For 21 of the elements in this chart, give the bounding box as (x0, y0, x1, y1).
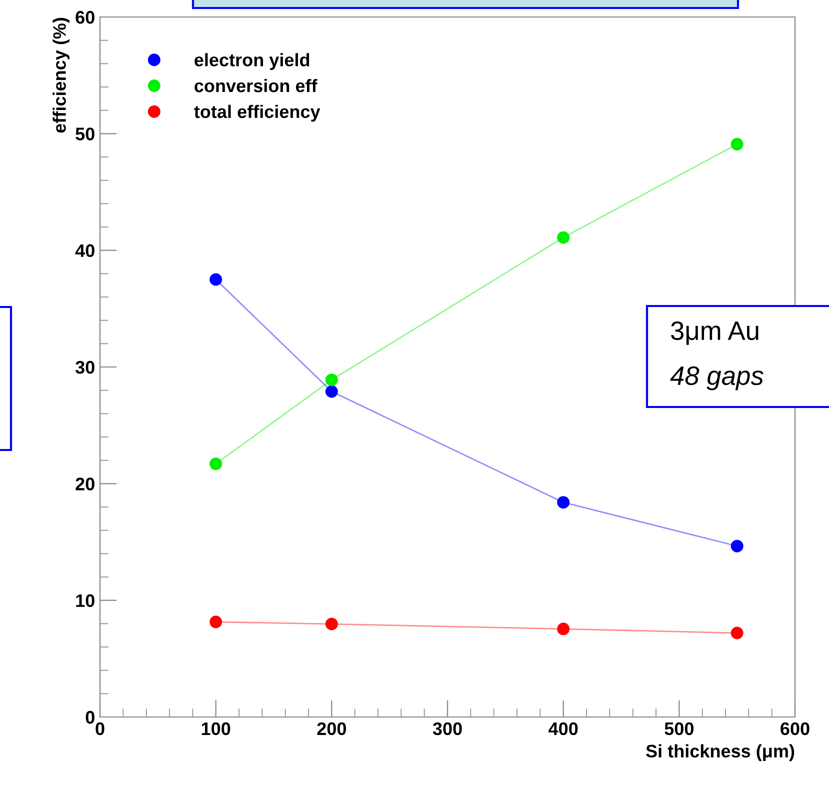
x-tick-label: 600 (780, 722, 810, 736)
x-axis-title: Si thickness (μm) (646, 744, 794, 762)
x-tick-label: 200 (317, 722, 346, 736)
x-tick-label: 300 (432, 722, 462, 736)
legend-label: total efficiency (194, 104, 320, 122)
annotation: 3μm Au (671, 321, 758, 345)
y-tick-label: 50 (76, 128, 94, 140)
y-tick-label: 0 (86, 710, 94, 724)
annotation: 48 gaps (670, 366, 764, 390)
y-tick-label: 10 (76, 594, 94, 608)
y-tick-label: 30 (75, 360, 94, 374)
x-tick-label: 0 (96, 722, 104, 736)
y-tick-label: 40 (75, 244, 94, 258)
y-tick-label: 20 (76, 478, 94, 490)
y-axis-title: efficiency (%) (52, 18, 70, 133)
x-tick-label: 500 (664, 722, 694, 736)
x-tick-label: 100 (202, 722, 230, 736)
legend-label: electron yield (194, 53, 310, 70)
y-tick-label: 60 (76, 10, 94, 24)
legend-label: conversion eff (194, 78, 318, 92)
x-tick-label: 400 (548, 722, 578, 736)
